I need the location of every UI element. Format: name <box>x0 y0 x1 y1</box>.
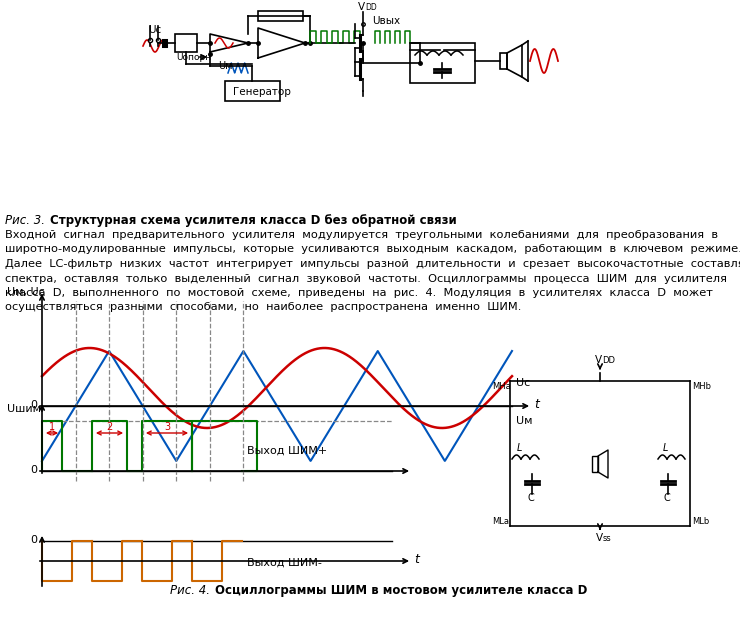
Bar <box>410 43 475 83</box>
Text: V: V <box>596 533 603 543</box>
Text: Входной  сигнал  предварительного  усилителя  модулируется  треугольными  колеба: Входной сигнал предварительного усилител… <box>5 230 718 240</box>
Text: DD: DD <box>602 356 615 365</box>
Text: MHb: MHb <box>692 382 711 391</box>
Text: класса  D,  выполненного  по  мостовой  схеме,  приведены  на  рис.  4.  Модуляц: класса D, выполненного по мостовой схеме… <box>5 288 713 298</box>
Text: Далее  LC-фильтр  низких  частот  интегрирует  импульсы  разной  длительности  и: Далее LC-фильтр низких частот интегрируе… <box>5 259 740 269</box>
Text: 0: 0 <box>30 465 37 475</box>
Text: t: t <box>534 398 539 411</box>
Text: Uопорн: Uопорн <box>176 53 211 62</box>
Text: осуществляться  разными  способами,  но  наиболее  распространена  именно  ШИМ.: осуществляться разными способами, но наи… <box>5 303 522 312</box>
Bar <box>225 81 280 101</box>
Bar <box>258 11 303 21</box>
Text: V: V <box>358 2 365 12</box>
Text: 1: 1 <box>49 422 55 432</box>
Text: ss: ss <box>603 534 612 543</box>
Text: спектра,  оставляя  только  выделенный  сигнал  звуковой  частоты.  Осциллограмм: спектра, оставляя только выделенный сигн… <box>5 273 727 284</box>
Text: t: t <box>414 553 419 566</box>
Bar <box>592 456 598 472</box>
Text: широтно-модулированные  импульсы,  которые  усиливаются  выходным  каскадом,  ра: широтно-модулированные импульсы, которые… <box>5 244 740 254</box>
Text: L: L <box>663 443 668 453</box>
Text: Рис. 4.: Рис. 4. <box>170 584 218 597</box>
Text: V: V <box>595 355 602 365</box>
Text: L: L <box>517 443 522 453</box>
Text: 2: 2 <box>107 422 112 432</box>
Text: Выход ШИМ+: Выход ШИМ+ <box>247 446 327 456</box>
Text: DD: DD <box>365 3 377 12</box>
Text: Структурная схема усилителя класса D без обратной связи: Структурная схема усилителя класса D без… <box>50 214 457 227</box>
Text: Uм: Uм <box>218 61 232 71</box>
Text: Uвых: Uвых <box>372 16 400 26</box>
Text: 0: 0 <box>30 400 37 410</box>
Text: Uшим: Uшим <box>7 404 41 414</box>
Text: MLa: MLa <box>492 517 509 526</box>
Text: Выход ШИМ-: Выход ШИМ- <box>247 558 322 568</box>
Text: MLb: MLb <box>692 517 709 526</box>
Text: Uм: Uм <box>516 416 533 426</box>
Text: MHa: MHa <box>492 382 511 391</box>
Text: Uc: Uc <box>149 25 161 35</box>
Text: Uc: Uc <box>516 378 531 388</box>
Text: C: C <box>528 493 535 503</box>
Text: 0: 0 <box>30 535 37 545</box>
Text: Uм, Uc: Uм, Uc <box>7 287 44 297</box>
Text: Рис. 3.: Рис. 3. <box>5 214 53 227</box>
Text: 3: 3 <box>164 422 170 432</box>
Text: Осциллограммы ШИМ в мостовом усилителе класса D: Осциллограммы ШИМ в мостовом усилителе к… <box>215 584 588 597</box>
Bar <box>500 53 507 69</box>
Text: Генератор: Генератор <box>233 87 291 97</box>
Text: C: C <box>664 493 670 503</box>
Bar <box>175 34 197 52</box>
